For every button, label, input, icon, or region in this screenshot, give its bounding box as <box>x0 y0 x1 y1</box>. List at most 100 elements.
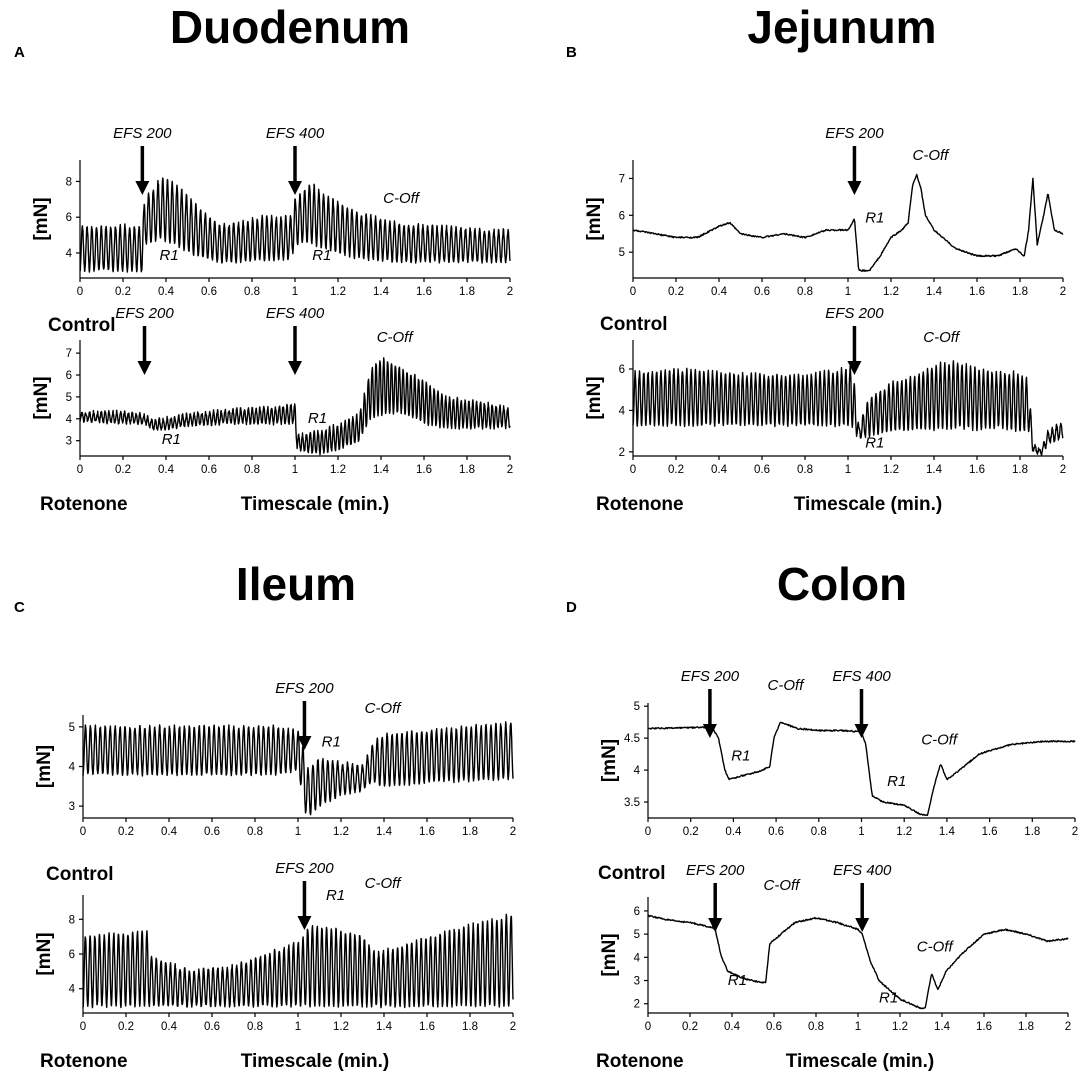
x-tick-label: 1 <box>855 1021 861 1033</box>
x-tick-label: 1.4 <box>934 1021 951 1033</box>
stimulus-label: EFS 400 <box>266 305 325 322</box>
x-tick-label: 1.6 <box>969 464 985 476</box>
y-tick-label: 4 <box>69 984 76 996</box>
stimulus-label: EFS 400 <box>266 125 325 142</box>
x-tick-label: 0.4 <box>161 1021 178 1033</box>
plot-a-rotenone: 0 0.2 0.4 0.6 0.8 1 1.2 1.4 1.6 1.8 2 3 4 5 6 7 [mN] EFS … <box>31 305 513 476</box>
trace-line <box>632 360 1064 456</box>
x-tick-label: 2 <box>507 286 513 298</box>
response-label: R1 <box>162 431 181 448</box>
y-axis-label: [mN] <box>34 745 55 788</box>
x-tick-label: 1.6 <box>416 286 432 298</box>
x-tick-label: 0.2 <box>668 464 684 476</box>
plot-d-rotenone: 0 0.2 0.4 0.6 0.8 1 1.2 1.4 1.6 1.8 2 2 3 4 5 6 [mN] EFS … <box>599 862 1071 1033</box>
condition-label-rotenone-c: Rotenone <box>40 1051 128 1072</box>
stimulus-arrow-head <box>708 918 723 932</box>
x-tick-label: 1.8 <box>1012 286 1028 298</box>
response-label: R1 <box>160 247 179 264</box>
x-tick-label: 1.2 <box>333 1021 349 1033</box>
stimulus-arrow-head <box>288 181 302 195</box>
x-tick-label: 0.8 <box>247 826 263 838</box>
plot-d-control: 0 0.2 0.4 0.6 0.8 1 1.2 1.4 1.6 1.8 2 3.5 4 4.5 5 [mN] E… <box>599 668 1078 838</box>
x-tick-label: 1 <box>845 286 851 298</box>
x-tick-label: 1.2 <box>883 286 899 298</box>
response-label: R1 <box>312 247 331 264</box>
plot-b-rotenone: 0 0.2 0.4 0.6 0.8 1 1.2 1.4 1.6 1.8 2 2 4 6 [mN] EFS 20… <box>584 305 1066 476</box>
stimulus-arrow-head <box>135 181 150 195</box>
x-tick-label: 1.4 <box>373 464 390 476</box>
response-label: R1 <box>308 410 327 427</box>
y-tick-label: 3.5 <box>624 797 640 809</box>
x-tick-label: 0.8 <box>247 1021 263 1033</box>
panel-title-jejunum: Jejunum <box>747 1 936 53</box>
panel-letter-a: A <box>14 44 25 61</box>
response-label: C-Off <box>365 700 403 717</box>
x-tick-label: 1.8 <box>1024 826 1040 838</box>
x-tick-label: 0.8 <box>797 286 813 298</box>
response-label: C-Off <box>768 677 806 694</box>
panel-title-ileum: Ileum <box>236 558 356 610</box>
x-tick-label: 0.6 <box>204 1021 220 1033</box>
y-axis-label: [mN] <box>31 197 52 240</box>
y-tick-label: 7 <box>66 348 72 360</box>
panel-letter-d: D <box>566 599 577 616</box>
stimulus-arrow-head <box>137 361 152 375</box>
trace-line <box>82 913 514 1009</box>
stimulus-arrow-head <box>854 724 869 738</box>
y-tick-label: 3 <box>634 976 640 988</box>
trace-line <box>82 721 514 816</box>
plots-layer: 0 0.2 0.4 0.6 0.8 1 1.2 1.4 1.6 1.8 2 4 6 8 [mN] EFS 20… <box>31 125 1078 1033</box>
y-tick-label: 6 <box>619 364 625 376</box>
x-tick-label: 1.8 <box>1012 464 1028 476</box>
y-tick-label: 4.5 <box>624 733 640 745</box>
x-tick-label: 0.6 <box>768 826 784 838</box>
response-label: R1 <box>865 210 884 227</box>
plot-c-control: 0 0.2 0.4 0.6 0.8 1 1.2 1.4 1.6 1.8 2 3 4 5 [mN] EFS 20… <box>34 680 516 838</box>
x-tick-label: 1.6 <box>982 826 998 838</box>
x-tick-label: 1.6 <box>419 826 435 838</box>
x-tick-label: 0.4 <box>158 464 175 476</box>
y-tick-label: 6 <box>634 906 640 918</box>
x-tick-label: 0.8 <box>244 286 260 298</box>
condition-label-rotenone-b: Rotenone <box>596 494 684 515</box>
stimulus-arrow-head <box>297 736 312 750</box>
x-axis-label-a: Timescale (min.) <box>241 494 390 515</box>
trace-line <box>79 177 511 273</box>
stimulus-label: EFS 200 <box>825 125 884 142</box>
x-tick-label: 1.6 <box>419 1021 435 1033</box>
response-label: C-Off <box>923 329 961 346</box>
x-tick-label: 2 <box>1060 464 1066 476</box>
x-tick-label: 0 <box>630 286 636 298</box>
x-tick-label: 1.8 <box>459 464 475 476</box>
x-tick-label: 1.2 <box>333 826 349 838</box>
x-tick-label: 0.2 <box>683 826 699 838</box>
response-label: C-Off <box>365 875 403 892</box>
stimulus-label: EFS 200 <box>825 305 884 322</box>
stimulus-label: EFS 400 <box>833 862 892 879</box>
x-tick-label: 2 <box>1060 286 1066 298</box>
y-tick-label: 4 <box>66 248 73 260</box>
y-tick-label: 5 <box>634 929 640 941</box>
y-axis-label: [mN] <box>31 376 52 419</box>
x-tick-label: 0.2 <box>115 286 131 298</box>
trace-line <box>632 173 1064 272</box>
x-tick-label: 1.2 <box>330 286 346 298</box>
trace-line <box>647 914 1069 1010</box>
stimulus-arrow-head <box>288 361 302 375</box>
x-tick-label: 0.2 <box>682 1021 698 1033</box>
stimulus-arrow-head <box>855 918 870 932</box>
x-tick-label: 0.4 <box>711 286 728 298</box>
x-tick-label: 0 <box>77 464 83 476</box>
x-axis-label-c: Timescale (min.) <box>241 1051 390 1072</box>
y-tick-label: 4 <box>634 952 641 964</box>
x-tick-label: 0.8 <box>797 464 813 476</box>
response-label: R1 <box>887 773 906 790</box>
x-tick-label: 1.8 <box>462 1021 478 1033</box>
stimulus-label: EFS 200 <box>113 125 172 142</box>
x-tick-label: 0.8 <box>811 826 827 838</box>
condition-label-control-b: Control <box>600 314 668 335</box>
response-label: R1 <box>322 734 341 751</box>
x-tick-label: 2 <box>507 464 513 476</box>
panel-letter-b: B <box>566 44 577 61</box>
panel-letter-c: C <box>14 599 25 616</box>
